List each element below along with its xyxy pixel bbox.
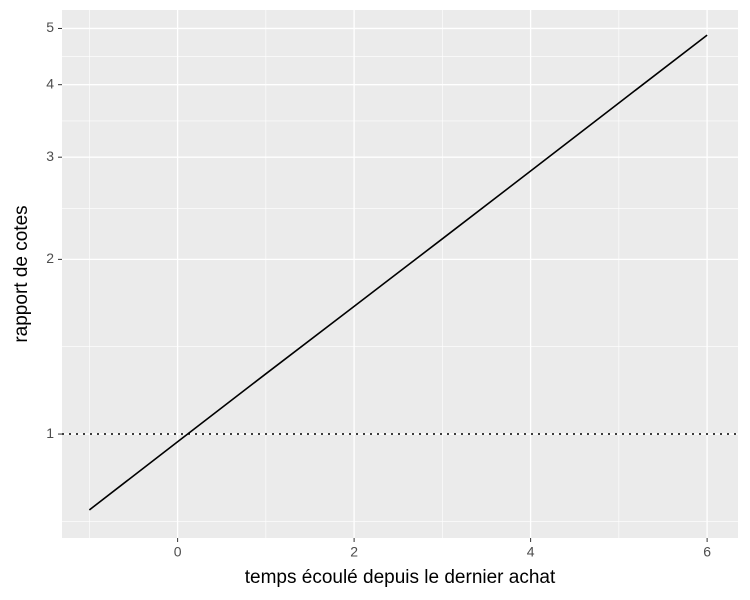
x-tick-label: 0 — [174, 544, 182, 560]
y-tick-label: 4 — [46, 75, 54, 91]
y-tick-label: 1 — [46, 425, 54, 441]
y-tick-label: 2 — [46, 250, 54, 266]
x-tick-label: 2 — [350, 544, 358, 560]
x-tick-label: 4 — [527, 544, 535, 560]
line — [88, 34, 708, 511]
x-tick-label: 6 — [703, 544, 711, 560]
y-tick-label: 3 — [46, 148, 54, 164]
y-tick-label: 5 — [46, 19, 54, 35]
y-axis-title: rapport de cotes — [11, 205, 32, 342]
x-axis-title: temps écoulé depuis le dernier achat — [245, 567, 556, 588]
